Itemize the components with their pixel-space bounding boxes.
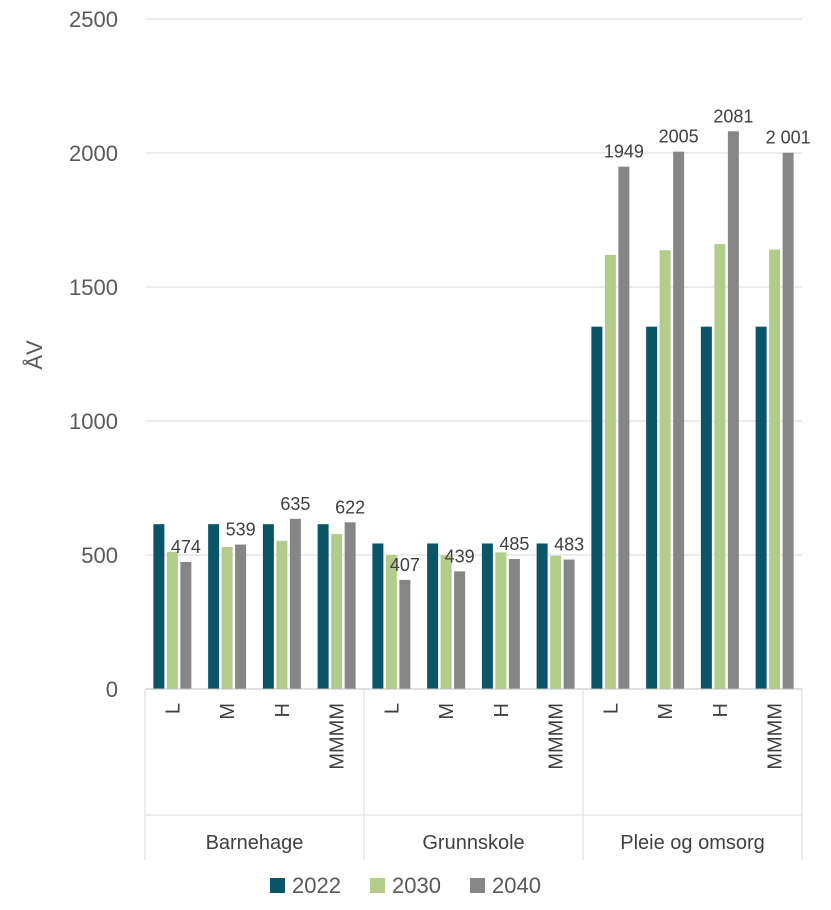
data-label: 2005 bbox=[659, 127, 699, 147]
bar-2030-7 bbox=[550, 555, 562, 689]
bar-2022-11 bbox=[755, 326, 767, 689]
x-category-label: MMMM bbox=[765, 703, 787, 770]
x-category-label: MMMM bbox=[546, 703, 568, 770]
x-group-label: Barnehage bbox=[206, 832, 304, 854]
data-label: 539 bbox=[226, 520, 256, 540]
data-label: 2 001 bbox=[766, 128, 811, 148]
x-category-label: M bbox=[655, 703, 677, 720]
data-label: 622 bbox=[335, 497, 365, 517]
data-label: 485 bbox=[499, 534, 529, 554]
bar-2022-2 bbox=[262, 524, 274, 689]
bar-2040-4 bbox=[399, 579, 411, 689]
data-label: 635 bbox=[280, 494, 310, 514]
data-label: 483 bbox=[554, 535, 584, 555]
bar-2030-8 bbox=[604, 254, 616, 689]
bar-2022-10 bbox=[700, 326, 712, 689]
x-category-label: H bbox=[710, 703, 732, 717]
data-label: 474 bbox=[171, 537, 201, 557]
legend-label: 2030 bbox=[392, 873, 441, 898]
bar-2030-1 bbox=[221, 546, 233, 689]
bar-2022-9 bbox=[646, 326, 658, 689]
bar-2030-6 bbox=[495, 552, 507, 689]
y-tick-label: 2500 bbox=[69, 7, 118, 32]
bar-2040-7 bbox=[563, 559, 575, 689]
bar-2040-2 bbox=[289, 518, 301, 689]
bar-2030-4 bbox=[385, 555, 397, 689]
bar-2022-0 bbox=[153, 524, 165, 689]
bar-2030-9 bbox=[659, 250, 671, 689]
y-tick-label: 2000 bbox=[69, 141, 118, 166]
bar-2040-9 bbox=[673, 151, 685, 689]
data-label: 1949 bbox=[604, 142, 644, 162]
x-group-label: Pleie og omsorg bbox=[620, 832, 765, 854]
y-tick-label: 1500 bbox=[69, 275, 118, 300]
bar-2040-3 bbox=[344, 522, 356, 689]
bar-2022-6 bbox=[481, 543, 493, 689]
bar-2030-5 bbox=[440, 555, 452, 689]
x-category-label: L bbox=[162, 703, 184, 714]
x-category-label: M bbox=[436, 703, 458, 720]
bar-2030-10 bbox=[714, 244, 726, 689]
bar-2022-7 bbox=[536, 543, 548, 689]
legend-label: 2040 bbox=[492, 873, 541, 898]
bar-2030-11 bbox=[769, 249, 781, 690]
bar-2030-3 bbox=[331, 534, 343, 689]
x-axis: L M H MMMM Barnehage L M H MMMM Grunnskole L M H MMMM… bbox=[144, 688, 803, 860]
bar-2040-10 bbox=[727, 131, 739, 690]
data-label: 439 bbox=[445, 546, 475, 566]
x-category-label: M bbox=[217, 703, 239, 720]
data-label: 407 bbox=[390, 555, 420, 575]
y-tick-label: 1000 bbox=[69, 409, 118, 434]
bars bbox=[153, 131, 794, 690]
y-axis-ticks: 0 500 1000 1500 2000 2500 bbox=[69, 7, 118, 702]
bar-2030-0 bbox=[166, 551, 178, 689]
bar-2040-0 bbox=[180, 561, 192, 689]
y-tick-label: 0 bbox=[106, 677, 118, 702]
bar-2040-8 bbox=[618, 166, 630, 690]
bar-2022-1 bbox=[208, 524, 220, 689]
x-category-label: H bbox=[272, 703, 294, 717]
bar-2040-1 bbox=[235, 544, 247, 689]
bar-2040-11 bbox=[782, 152, 794, 689]
data-labels: 474 539 635 622 407 439 485 483 1949 2005 2081 2 00… bbox=[171, 106, 811, 575]
legend-swatch-2040 bbox=[470, 878, 485, 893]
bar-2030-2 bbox=[276, 540, 288, 689]
legend: 2022 2030 2040 bbox=[270, 873, 541, 898]
y-tick-label: 500 bbox=[81, 543, 118, 568]
bar-2040-5 bbox=[454, 571, 466, 689]
x-category-label: L bbox=[600, 703, 622, 714]
bar-2040-6 bbox=[508, 559, 520, 689]
x-category-label: MMMM bbox=[327, 703, 349, 770]
x-category-label: L bbox=[381, 703, 403, 714]
data-label: 2081 bbox=[713, 106, 753, 126]
legend-swatch-2030 bbox=[370, 878, 385, 893]
bar-2022-5 bbox=[427, 543, 439, 689]
x-group-label: Grunnskole bbox=[422, 832, 524, 854]
y-axis-title: ÅV bbox=[22, 340, 47, 370]
legend-swatch-2022 bbox=[270, 878, 285, 893]
bar-2022-4 bbox=[372, 543, 384, 689]
bar-2022-8 bbox=[591, 326, 603, 689]
x-category-label: H bbox=[491, 703, 513, 717]
gridlines bbox=[145, 18, 802, 556]
bar-2022-3 bbox=[317, 524, 329, 689]
legend-label: 2022 bbox=[292, 873, 341, 898]
